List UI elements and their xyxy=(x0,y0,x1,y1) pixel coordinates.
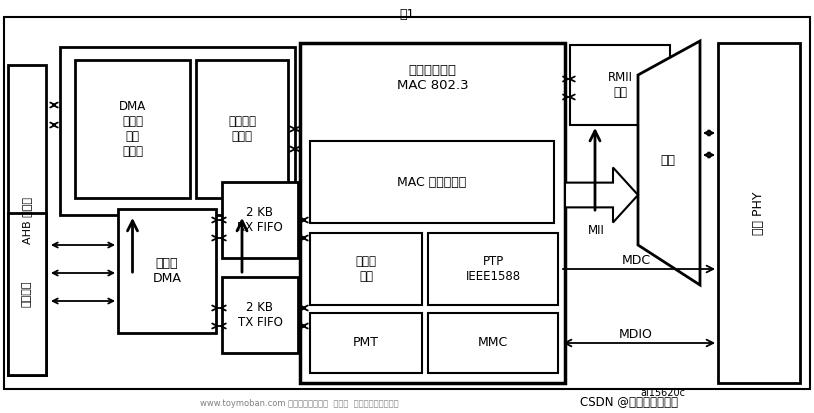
Text: 介质访问控制
MAC 802.3: 介质访问控制 MAC 802.3 xyxy=(396,64,468,92)
Bar xyxy=(718,43,800,383)
Bar xyxy=(428,313,558,373)
Text: MDIO: MDIO xyxy=(619,328,653,342)
Bar xyxy=(300,43,565,383)
Text: 外部 PHY: 外部 PHY xyxy=(752,191,765,235)
Text: MMC: MMC xyxy=(478,337,508,349)
Bar xyxy=(222,182,298,258)
Text: 选择: 选择 xyxy=(660,154,676,166)
Bar xyxy=(222,277,298,353)
Bar xyxy=(310,233,422,305)
Text: www.toymoban.com 网络图片仅供展示  非存储  如有侵权请联系删除: www.toymoban.com 网络图片仅供展示 非存储 如有侵权请联系删除 xyxy=(200,399,399,408)
Text: PMT: PMT xyxy=(353,337,379,349)
Text: PTP
IEEE1588: PTP IEEE1588 xyxy=(466,255,521,283)
Text: MAC 控制寄存器: MAC 控制寄存器 xyxy=(397,176,466,188)
Bar xyxy=(570,45,670,125)
Bar xyxy=(8,65,46,375)
Text: RMII
接口: RMII 接口 xyxy=(607,71,632,99)
Bar xyxy=(118,209,216,333)
Text: 以太网
DMA: 以太网 DMA xyxy=(152,257,182,285)
Bar xyxy=(310,313,422,373)
Bar xyxy=(75,60,190,198)
Bar xyxy=(196,60,288,198)
Bar xyxy=(310,141,554,223)
Text: 总线矩阵: 总线矩阵 xyxy=(22,281,32,307)
Bar xyxy=(60,47,295,215)
Text: AHB 从接口: AHB 从接口 xyxy=(22,197,32,244)
Text: DMA
控制与
状态
寄存器: DMA 控制与 状态 寄存器 xyxy=(119,100,147,158)
Text: 2 KB
RX FIFO: 2 KB RX FIFO xyxy=(237,206,283,234)
Bar xyxy=(428,233,558,305)
Text: 工作模式
寄存器: 工作模式 寄存器 xyxy=(228,115,256,143)
Polygon shape xyxy=(638,41,700,285)
Text: CSDN @时光飞逝的日子: CSDN @时光飞逝的日子 xyxy=(580,396,678,410)
Text: 校验和
减荷: 校验和 减荷 xyxy=(356,255,377,283)
Text: MDC: MDC xyxy=(621,254,650,268)
Text: 图1: 图1 xyxy=(400,9,414,21)
Text: MII: MII xyxy=(588,223,605,237)
Polygon shape xyxy=(565,168,638,223)
Text: 2 KB
TX FIFO: 2 KB TX FIFO xyxy=(238,301,282,329)
Bar xyxy=(8,213,46,375)
Text: ai15620c: ai15620c xyxy=(640,388,685,398)
